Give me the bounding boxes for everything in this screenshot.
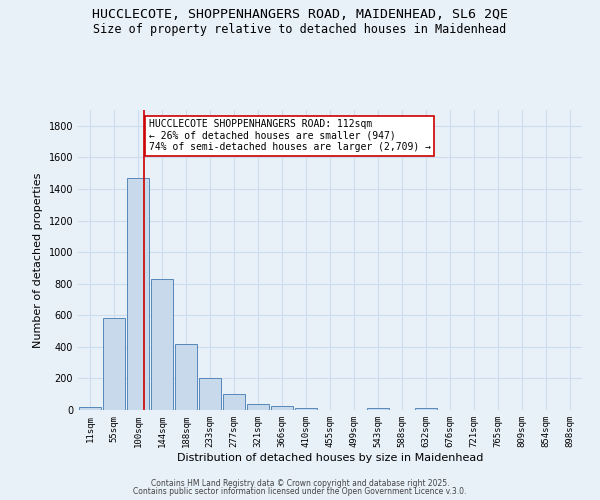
Bar [247, 404, 269, 410]
Y-axis label: Number of detached properties: Number of detached properties [33, 172, 43, 348]
Bar [79, 407, 101, 410]
Text: HUCCLECOTE SHOPPENHANGERS ROAD: 112sqm
← 26% of detached houses are smaller (947: HUCCLECOTE SHOPPENHANGERS ROAD: 112sqm ←… [149, 119, 431, 152]
Text: Contains public sector information licensed under the Open Government Licence v.: Contains public sector information licen… [133, 487, 467, 496]
Bar [415, 408, 437, 410]
Bar [271, 406, 293, 410]
Text: Contains HM Land Registry data © Crown copyright and database right 2025.: Contains HM Land Registry data © Crown c… [151, 478, 449, 488]
Bar [127, 178, 149, 410]
Bar [223, 394, 245, 410]
Text: HUCCLECOTE, SHOPPENHANGERS ROAD, MAIDENHEAD, SL6 2QE: HUCCLECOTE, SHOPPENHANGERS ROAD, MAIDENH… [92, 8, 508, 20]
X-axis label: Distribution of detached houses by size in Maidenhead: Distribution of detached houses by size … [177, 452, 483, 462]
Bar [295, 408, 317, 410]
Text: Size of property relative to detached houses in Maidenhead: Size of property relative to detached ho… [94, 22, 506, 36]
Bar [175, 344, 197, 410]
Bar [367, 408, 389, 410]
Bar [199, 378, 221, 410]
Bar [151, 279, 173, 410]
Bar [103, 318, 125, 410]
